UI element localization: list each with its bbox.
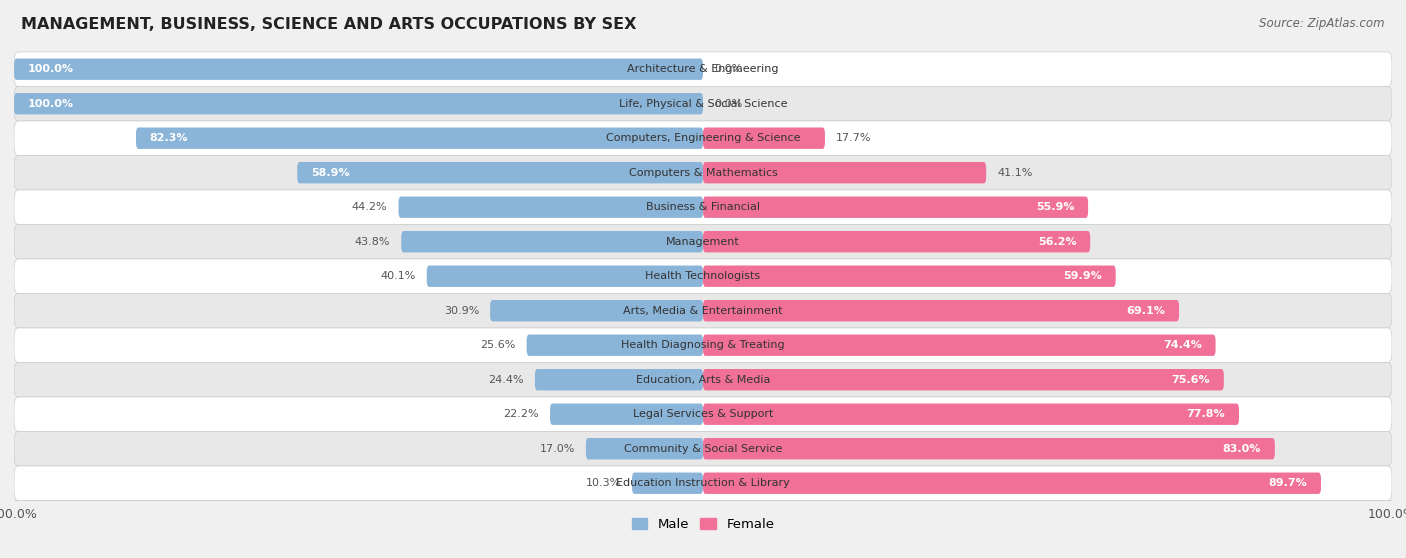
FancyBboxPatch shape [527, 334, 703, 356]
Text: Life, Physical & Social Science: Life, Physical & Social Science [619, 99, 787, 109]
Legend: Male, Female: Male, Female [626, 513, 780, 536]
FancyBboxPatch shape [14, 86, 1392, 121]
Text: 40.1%: 40.1% [381, 271, 416, 281]
Text: 41.1%: 41.1% [997, 168, 1032, 177]
Text: Computers, Engineering & Science: Computers, Engineering & Science [606, 133, 800, 143]
Text: Architecture & Engineering: Architecture & Engineering [627, 64, 779, 74]
Text: 30.9%: 30.9% [444, 306, 479, 316]
Text: 0.0%: 0.0% [714, 64, 742, 74]
FancyBboxPatch shape [297, 162, 703, 184]
Text: Health Technologists: Health Technologists [645, 271, 761, 281]
FancyBboxPatch shape [703, 473, 1322, 494]
FancyBboxPatch shape [398, 196, 703, 218]
Text: 10.3%: 10.3% [586, 478, 621, 488]
Text: 44.2%: 44.2% [352, 202, 388, 212]
Text: 59.9%: 59.9% [1063, 271, 1102, 281]
FancyBboxPatch shape [703, 162, 986, 184]
Text: Education, Arts & Media: Education, Arts & Media [636, 375, 770, 384]
FancyBboxPatch shape [14, 59, 703, 80]
Text: Computers & Mathematics: Computers & Mathematics [628, 168, 778, 177]
FancyBboxPatch shape [703, 334, 1216, 356]
FancyBboxPatch shape [703, 266, 1116, 287]
FancyBboxPatch shape [703, 438, 1275, 459]
Text: Business & Financial: Business & Financial [645, 202, 761, 212]
Text: 17.0%: 17.0% [540, 444, 575, 454]
Text: 83.0%: 83.0% [1223, 444, 1261, 454]
FancyBboxPatch shape [14, 466, 1392, 501]
FancyBboxPatch shape [14, 190, 1392, 224]
Text: 89.7%: 89.7% [1268, 478, 1308, 488]
FancyBboxPatch shape [14, 328, 1392, 363]
Text: 22.2%: 22.2% [503, 409, 538, 419]
Text: 55.9%: 55.9% [1036, 202, 1074, 212]
FancyBboxPatch shape [550, 403, 703, 425]
Text: Community & Social Service: Community & Social Service [624, 444, 782, 454]
Text: Arts, Media & Entertainment: Arts, Media & Entertainment [623, 306, 783, 316]
FancyBboxPatch shape [14, 363, 1392, 397]
Text: 17.7%: 17.7% [837, 133, 872, 143]
FancyBboxPatch shape [491, 300, 703, 321]
FancyBboxPatch shape [14, 156, 1392, 190]
FancyBboxPatch shape [14, 52, 1392, 86]
FancyBboxPatch shape [14, 431, 1392, 466]
FancyBboxPatch shape [703, 231, 1090, 252]
Text: 100.0%: 100.0% [28, 64, 75, 74]
Text: MANAGEMENT, BUSINESS, SCIENCE AND ARTS OCCUPATIONS BY SEX: MANAGEMENT, BUSINESS, SCIENCE AND ARTS O… [21, 17, 637, 32]
FancyBboxPatch shape [703, 403, 1239, 425]
Text: 25.6%: 25.6% [481, 340, 516, 350]
FancyBboxPatch shape [534, 369, 703, 391]
FancyBboxPatch shape [703, 300, 1180, 321]
Text: 56.2%: 56.2% [1038, 237, 1077, 247]
Text: 74.4%: 74.4% [1163, 340, 1202, 350]
FancyBboxPatch shape [586, 438, 703, 459]
FancyBboxPatch shape [14, 294, 1392, 328]
Text: Management: Management [666, 237, 740, 247]
Text: 58.9%: 58.9% [311, 168, 350, 177]
Text: Health Diagnosing & Treating: Health Diagnosing & Treating [621, 340, 785, 350]
Text: 82.3%: 82.3% [150, 133, 188, 143]
FancyBboxPatch shape [14, 224, 1392, 259]
Text: Source: ZipAtlas.com: Source: ZipAtlas.com [1260, 17, 1385, 30]
Text: 0.0%: 0.0% [714, 99, 742, 109]
FancyBboxPatch shape [14, 397, 1392, 431]
Text: 43.8%: 43.8% [354, 237, 391, 247]
FancyBboxPatch shape [427, 266, 703, 287]
FancyBboxPatch shape [703, 369, 1223, 391]
Text: Education Instruction & Library: Education Instruction & Library [616, 478, 790, 488]
Text: 100.0%: 100.0% [28, 99, 75, 109]
Text: 77.8%: 77.8% [1187, 409, 1225, 419]
Text: 75.6%: 75.6% [1171, 375, 1211, 384]
Text: 69.1%: 69.1% [1126, 306, 1166, 316]
FancyBboxPatch shape [703, 196, 1088, 218]
FancyBboxPatch shape [14, 93, 703, 114]
FancyBboxPatch shape [703, 128, 825, 149]
Text: Legal Services & Support: Legal Services & Support [633, 409, 773, 419]
FancyBboxPatch shape [14, 259, 1392, 294]
FancyBboxPatch shape [401, 231, 703, 252]
Text: 24.4%: 24.4% [488, 375, 524, 384]
FancyBboxPatch shape [14, 121, 1392, 156]
FancyBboxPatch shape [136, 128, 703, 149]
FancyBboxPatch shape [633, 473, 703, 494]
